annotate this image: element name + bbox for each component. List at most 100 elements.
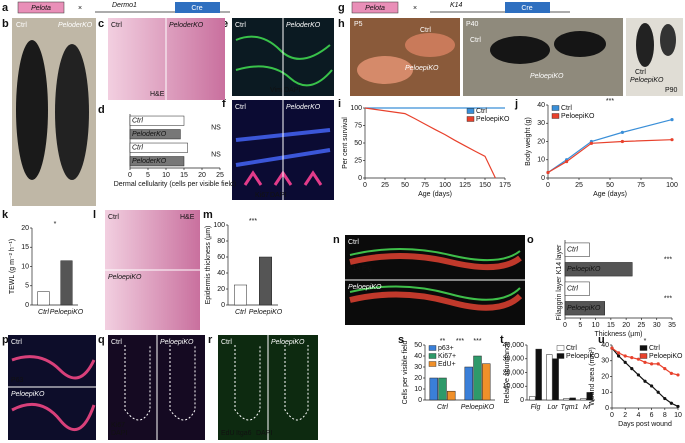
outline <box>234 345 309 421</box>
y-tick-label: 100 <box>213 222 225 229</box>
x-axis-label: Days post wound <box>618 421 672 428</box>
y-tick-label: 75 <box>354 122 362 129</box>
x-tick-label: Ctrl <box>38 309 49 316</box>
x-tick-label: Ctrl <box>235 309 246 316</box>
promoter-label: K14 <box>450 2 463 9</box>
y-tick-label: 20 <box>601 373 609 380</box>
bar <box>234 284 247 306</box>
point <box>630 356 634 360</box>
x-tick-label: 15 <box>607 322 615 329</box>
x-tick-label: 10 <box>162 172 170 179</box>
x-tick-label: 5 <box>146 172 150 179</box>
y-tick-label: 20 <box>217 286 225 293</box>
construct-g: Pelota × K14 Cre <box>351 1 570 14</box>
y-axis-label: Per cent survival <box>342 117 349 169</box>
x-tick-label: 30 <box>653 322 661 329</box>
legend-label: PeloepiKO <box>566 353 600 360</box>
image-label: Ctrl <box>108 214 119 221</box>
x-tick-label: 25 <box>216 172 224 179</box>
bar <box>546 354 553 401</box>
legend-label: PeloepiKO <box>561 113 595 120</box>
image-label: Ctrl <box>348 239 359 246</box>
x-tick-label: 15 <box>180 172 188 179</box>
y-tick-label: 40,000 <box>503 342 525 349</box>
x-tick-label: Ctrl <box>437 404 448 411</box>
category-label: PeloderKO <box>132 158 167 165</box>
y-tick-label: 30,000 <box>503 356 525 363</box>
image-b: Ctrl PeloderKO <box>12 18 96 206</box>
annotation: ** <box>440 338 446 345</box>
panel-letter: r <box>208 334 213 346</box>
y-axis-label: Relative abundance <box>504 341 511 403</box>
y-tick-label: 50 <box>354 140 362 147</box>
pup <box>405 33 455 57</box>
panel-letter: a <box>2 2 9 14</box>
bar <box>580 398 587 401</box>
panel-letter: t <box>500 334 504 346</box>
x-tick-label: 100 <box>666 182 678 189</box>
bar <box>569 397 576 401</box>
panel-letter: k <box>2 209 9 221</box>
image-label: PeloderKO <box>169 22 204 29</box>
gene-box <box>17 1 65 14</box>
image-label: Ctrl <box>235 22 246 29</box>
point <box>546 170 550 175</box>
x-tick-label: 4 <box>636 412 640 419</box>
bar <box>564 242 590 257</box>
cre-box <box>175 2 220 13</box>
gene-box <box>351 1 399 14</box>
annotation: *** <box>249 218 257 225</box>
point <box>610 346 614 350</box>
x-tick-label: Ivl <box>583 404 590 411</box>
x-tick-label: 5 <box>578 322 582 329</box>
mouse <box>660 24 676 56</box>
point <box>643 379 647 383</box>
outline <box>124 345 196 421</box>
x-axis-label: Thickness (µm) <box>595 331 643 338</box>
point <box>650 384 654 388</box>
x-tick-label: 35 <box>668 322 676 329</box>
point <box>663 396 667 401</box>
point <box>676 404 680 409</box>
cre-label: Cre <box>191 5 202 12</box>
photo <box>350 18 460 96</box>
legend-label: Ki67+ <box>438 353 456 360</box>
x-tick-label: PeloepiKO <box>249 309 283 316</box>
cross: × <box>78 5 82 12</box>
promoter-label: Dermo1 <box>112 2 137 9</box>
legend-swatch <box>556 353 565 359</box>
point <box>630 367 634 371</box>
image-label: P5 <box>354 21 363 28</box>
x-tick-label: 0 <box>610 412 614 419</box>
legend-swatch <box>466 108 475 114</box>
image-label: DAPI <box>284 87 300 94</box>
y-tick-label: 40 <box>217 270 225 277</box>
group-label: K14 layer <box>556 244 563 274</box>
panel-letter: j <box>514 98 518 110</box>
x-tick-label: 0 <box>128 172 132 179</box>
y-tick-label: 10 <box>21 263 29 270</box>
line <box>547 119 673 174</box>
panel-letter: e <box>222 18 228 30</box>
point <box>670 118 674 122</box>
panel-letter: u <box>598 334 605 346</box>
point <box>663 367 667 371</box>
mouse <box>554 31 606 57</box>
y-tick-label: 10 <box>537 157 545 164</box>
image-label: EdU <box>221 430 235 437</box>
panel-letter: h <box>338 18 345 30</box>
y-tick-label: 0 <box>520 397 524 404</box>
image-label: Ctrl <box>221 339 232 346</box>
y-tick-label: 0 <box>25 302 29 309</box>
image-label: Ctrl <box>470 37 481 44</box>
legend-swatch <box>556 345 565 351</box>
x-tick-label: 75 <box>637 182 645 189</box>
image-h: P5 Ctrl PeloepiKO P40 Ctrl PeloepiKO Ctr… <box>350 18 683 96</box>
image-label: P63 <box>11 377 24 384</box>
category-label: PeloepiKO <box>567 305 601 312</box>
image-label: Ctrl <box>11 339 22 346</box>
annotation: *** <box>606 98 614 105</box>
y-tick-label: 20 <box>414 375 422 382</box>
y-tick-label: 0 <box>605 405 609 412</box>
x-axis-label: Dermal cellularity (cells per visible fi… <box>114 181 237 188</box>
